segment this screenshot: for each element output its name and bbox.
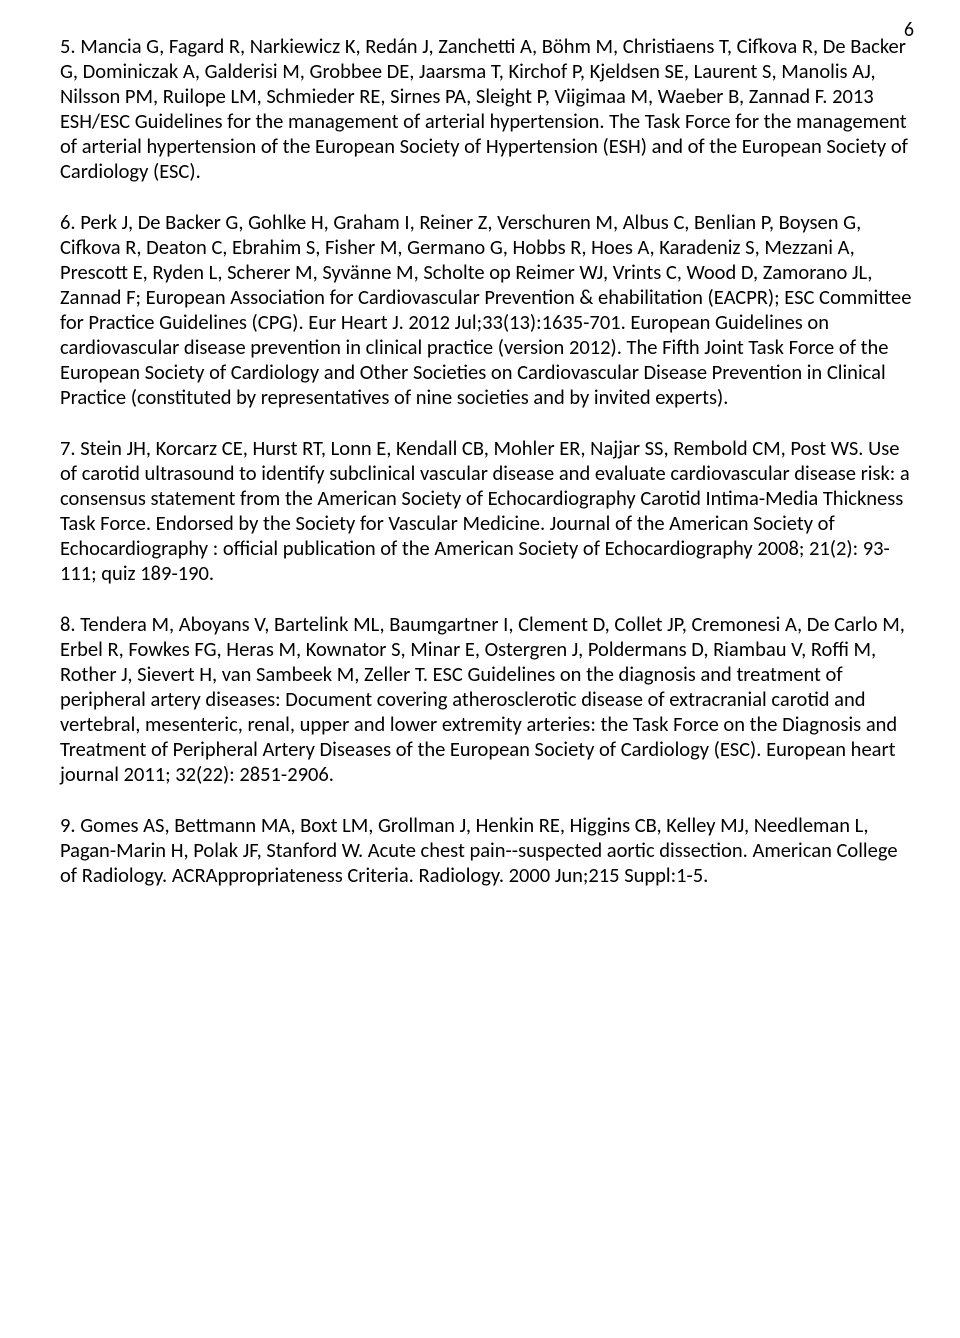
reference-6: 6. Perk J, De Backer G, Gohlke H, Graham… [60, 210, 914, 410]
page-number: 6 [904, 18, 914, 42]
reference-5: 5. Mancia G, Fagard R, Narkiewicz K, Red… [60, 34, 914, 184]
reference-9: 9. Gomes AS, Bettmann MA, Boxt LM, Groll… [60, 813, 914, 888]
reference-8: 8. Tendera M, Aboyans V, Bartelink ML, B… [60, 612, 914, 787]
document-page: 6 5. Mancia G, Fagard R, Narkiewicz K, R… [0, 0, 960, 1338]
reference-7: 7. Stein JH, Korcarz CE, Hurst RT, Lonn … [60, 436, 914, 586]
